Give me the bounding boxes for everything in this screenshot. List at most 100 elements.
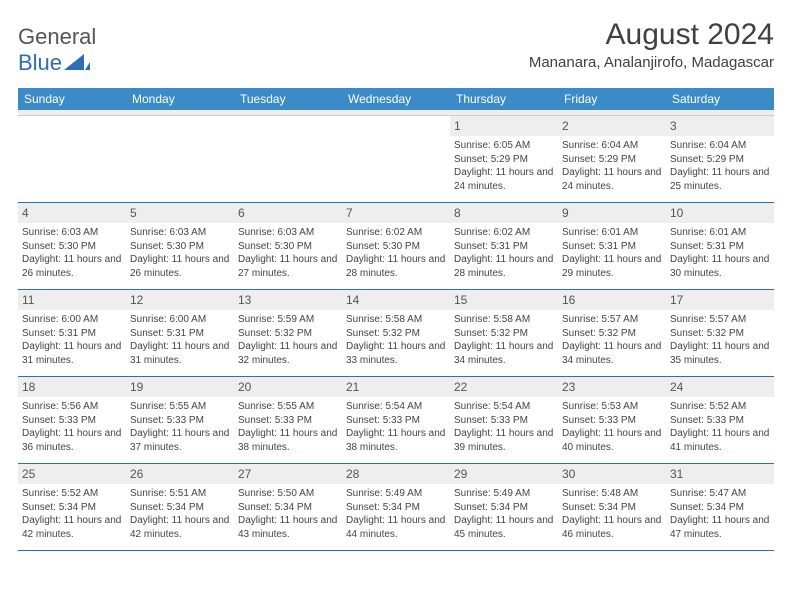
sunrise-line: Sunrise: 5:49 AM	[454, 487, 554, 501]
sunset-line: Sunset: 5:32 PM	[562, 327, 662, 341]
weekday-header: Tuesday	[234, 88, 342, 110]
day-number: 22	[450, 377, 558, 397]
day-cell: 10Sunrise: 6:01 AMSunset: 5:31 PMDayligh…	[666, 203, 774, 289]
day-cell: 7Sunrise: 6:02 AMSunset: 5:30 PMDaylight…	[342, 203, 450, 289]
day-cell: 25Sunrise: 5:52 AMSunset: 5:34 PMDayligh…	[18, 464, 126, 550]
day-number: 10	[666, 203, 774, 223]
daylight-line: Daylight: 11 hours and 26 minutes.	[22, 253, 122, 280]
sunset-line: Sunset: 5:33 PM	[22, 414, 122, 428]
sunset-line: Sunset: 5:31 PM	[22, 327, 122, 341]
weekday-header: Friday	[558, 88, 666, 110]
day-number: 4	[18, 203, 126, 223]
daylight-line: Daylight: 11 hours and 28 minutes.	[454, 253, 554, 280]
sunrise-line: Sunrise: 6:02 AM	[454, 226, 554, 240]
sunset-line: Sunset: 5:29 PM	[454, 153, 554, 167]
sunrise-line: Sunrise: 6:03 AM	[238, 226, 338, 240]
sunset-line: Sunset: 5:34 PM	[670, 501, 770, 515]
day-number: 17	[666, 290, 774, 310]
sunset-line: Sunset: 5:29 PM	[562, 153, 662, 167]
sunrise-line: Sunrise: 5:55 AM	[238, 400, 338, 414]
day-number: 21	[342, 377, 450, 397]
sunrise-line: Sunrise: 5:55 AM	[130, 400, 230, 414]
sunset-line: Sunset: 5:30 PM	[238, 240, 338, 254]
day-number: 9	[558, 203, 666, 223]
day-number: 19	[126, 377, 234, 397]
daylight-line: Daylight: 11 hours and 34 minutes.	[454, 340, 554, 367]
day-number: 3	[666, 116, 774, 136]
sunset-line: Sunset: 5:32 PM	[346, 327, 446, 341]
header: General Blue August 2024 Mananara, Anala…	[18, 18, 774, 76]
sunset-line: Sunset: 5:32 PM	[238, 327, 338, 341]
location-subtitle: Mananara, Analanjirofo, Madagascar	[529, 54, 774, 71]
daylight-line: Daylight: 11 hours and 45 minutes.	[454, 514, 554, 541]
week-row: 18Sunrise: 5:56 AMSunset: 5:33 PMDayligh…	[18, 377, 774, 464]
sunset-line: Sunset: 5:33 PM	[670, 414, 770, 428]
sunset-line: Sunset: 5:33 PM	[454, 414, 554, 428]
daylight-line: Daylight: 11 hours and 39 minutes.	[454, 427, 554, 454]
week-row: 11Sunrise: 6:00 AMSunset: 5:31 PMDayligh…	[18, 290, 774, 377]
sunrise-line: Sunrise: 5:56 AM	[22, 400, 122, 414]
daylight-line: Daylight: 11 hours and 42 minutes.	[130, 514, 230, 541]
day-number: 2	[558, 116, 666, 136]
weekday-header: Thursday	[450, 88, 558, 110]
calendar: SundayMondayTuesdayWednesdayThursdayFrid…	[18, 88, 774, 551]
day-cell: 31Sunrise: 5:47 AMSunset: 5:34 PMDayligh…	[666, 464, 774, 550]
sunrise-line: Sunrise: 6:02 AM	[346, 226, 446, 240]
day-cell	[18, 116, 126, 202]
sunrise-line: Sunrise: 6:05 AM	[454, 139, 554, 153]
day-number: 28	[342, 464, 450, 484]
day-cell: 28Sunrise: 5:49 AMSunset: 5:34 PMDayligh…	[342, 464, 450, 550]
logo-sail-icon	[64, 54, 90, 72]
sunrise-line: Sunrise: 6:04 AM	[670, 139, 770, 153]
day-number: 6	[234, 203, 342, 223]
daylight-line: Daylight: 11 hours and 30 minutes.	[670, 253, 770, 280]
day-cell: 8Sunrise: 6:02 AMSunset: 5:31 PMDaylight…	[450, 203, 558, 289]
sunset-line: Sunset: 5:34 PM	[454, 501, 554, 515]
daylight-line: Daylight: 11 hours and 43 minutes.	[238, 514, 338, 541]
day-number: 27	[234, 464, 342, 484]
sunset-line: Sunset: 5:30 PM	[22, 240, 122, 254]
week-row: 25Sunrise: 5:52 AMSunset: 5:34 PMDayligh…	[18, 464, 774, 551]
day-cell	[126, 116, 234, 202]
day-cell: 20Sunrise: 5:55 AMSunset: 5:33 PMDayligh…	[234, 377, 342, 463]
weeks-container: 1Sunrise: 6:05 AMSunset: 5:29 PMDaylight…	[18, 116, 774, 551]
sunset-line: Sunset: 5:30 PM	[130, 240, 230, 254]
sunset-line: Sunset: 5:29 PM	[670, 153, 770, 167]
daylight-line: Daylight: 11 hours and 24 minutes.	[562, 166, 662, 193]
daylight-line: Daylight: 11 hours and 25 minutes.	[670, 166, 770, 193]
sunset-line: Sunset: 5:34 PM	[346, 501, 446, 515]
daylight-line: Daylight: 11 hours and 44 minutes.	[346, 514, 446, 541]
day-number: 29	[450, 464, 558, 484]
daylight-line: Daylight: 11 hours and 38 minutes.	[346, 427, 446, 454]
sunset-line: Sunset: 5:34 PM	[22, 501, 122, 515]
daylight-line: Daylight: 11 hours and 42 minutes.	[22, 514, 122, 541]
daylight-line: Daylight: 11 hours and 27 minutes.	[238, 253, 338, 280]
sunrise-line: Sunrise: 5:58 AM	[454, 313, 554, 327]
day-cell: 11Sunrise: 6:00 AMSunset: 5:31 PMDayligh…	[18, 290, 126, 376]
sunrise-line: Sunrise: 5:52 AM	[22, 487, 122, 501]
day-cell: 16Sunrise: 5:57 AMSunset: 5:32 PMDayligh…	[558, 290, 666, 376]
sunset-line: Sunset: 5:30 PM	[346, 240, 446, 254]
day-cell: 24Sunrise: 5:52 AMSunset: 5:33 PMDayligh…	[666, 377, 774, 463]
daylight-line: Daylight: 11 hours and 41 minutes.	[670, 427, 770, 454]
day-number: 20	[234, 377, 342, 397]
day-cell: 27Sunrise: 5:50 AMSunset: 5:34 PMDayligh…	[234, 464, 342, 550]
day-cell: 19Sunrise: 5:55 AMSunset: 5:33 PMDayligh…	[126, 377, 234, 463]
day-cell: 30Sunrise: 5:48 AMSunset: 5:34 PMDayligh…	[558, 464, 666, 550]
day-cell: 17Sunrise: 5:57 AMSunset: 5:32 PMDayligh…	[666, 290, 774, 376]
month-title: August 2024	[529, 18, 774, 52]
daylight-line: Daylight: 11 hours and 24 minutes.	[454, 166, 554, 193]
day-number: 12	[126, 290, 234, 310]
day-number: 14	[342, 290, 450, 310]
day-cell: 23Sunrise: 5:53 AMSunset: 5:33 PMDayligh…	[558, 377, 666, 463]
weekday-header: Sunday	[18, 88, 126, 110]
daylight-line: Daylight: 11 hours and 35 minutes.	[670, 340, 770, 367]
day-number: 26	[126, 464, 234, 484]
day-number: 11	[18, 290, 126, 310]
sunset-line: Sunset: 5:31 PM	[670, 240, 770, 254]
daylight-line: Daylight: 11 hours and 31 minutes.	[130, 340, 230, 367]
day-cell: 3 Sunrise: 6:04 AMSunset: 5:29 PMDaylight…	[666, 116, 774, 202]
weekday-header: Wednesday	[342, 88, 450, 110]
sunset-line: Sunset: 5:33 PM	[562, 414, 662, 428]
sunrise-line: Sunrise: 5:57 AM	[670, 313, 770, 327]
